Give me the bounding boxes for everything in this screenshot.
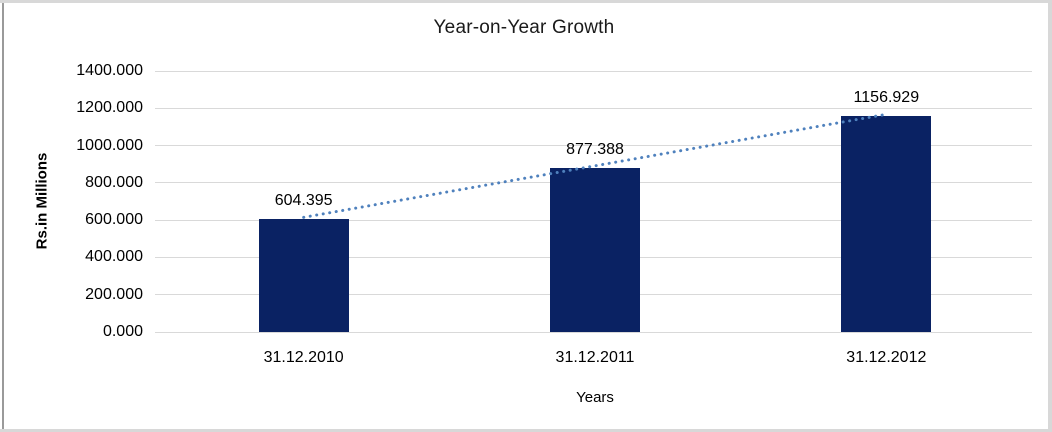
plot-area: 604.395 877.388 1156.929 (155, 70, 1032, 333)
bar-value-label: 604.395 (274, 192, 333, 210)
y-axis-tick-label: 1000.000 (76, 136, 143, 154)
gridline (155, 70, 1032, 72)
y-axis-tick-label: 0.000 (102, 323, 143, 340)
left-border-rule (2, 3, 4, 429)
y-axis-tick-label: 1200.000 (76, 99, 143, 117)
gridline (155, 145, 1032, 147)
bar-value-label: 877.388 (566, 141, 624, 159)
x-axis-title: Years (576, 389, 614, 406)
y-axis-tick-label: 600.000 (85, 211, 143, 229)
gridline (155, 107, 1032, 109)
y-axis-tick-label: 1400.000 (76, 62, 143, 79)
chart-bar (550, 168, 640, 332)
y-axis-tick-label: 400.000 (85, 248, 143, 266)
gridline (155, 331, 1032, 333)
y-axis-tick-label: 800.000 (85, 173, 143, 191)
chart-bar (841, 116, 932, 332)
x-axis-tick-label: 31.12.2012 (846, 349, 927, 366)
chart-title: Year-on-Year Growth (433, 17, 615, 38)
chart-bar (258, 219, 349, 332)
y-axis-title: Rs.in Millions (33, 152, 51, 250)
trendline (302, 112, 888, 219)
x-axis-tick-label: 31.12.2011 (555, 349, 635, 366)
bar-value-label: 1156.929 (853, 89, 920, 107)
y-axis-tick-label: 200.000 (85, 285, 143, 303)
x-axis-tick-label: 31.12.2010 (263, 349, 344, 366)
